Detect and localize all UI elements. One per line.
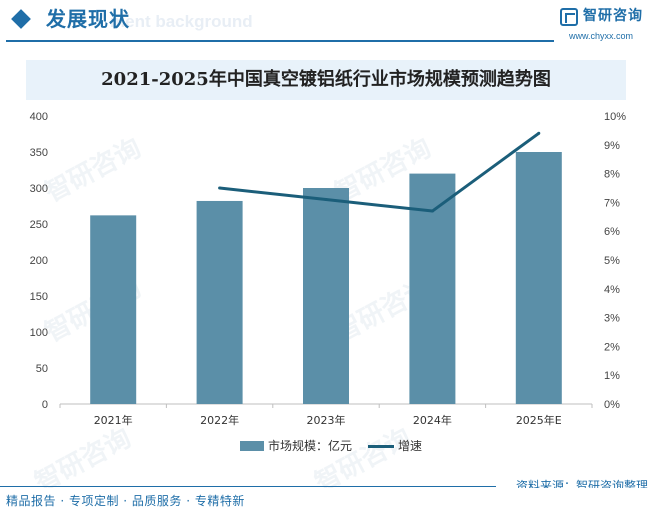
legend: 市场规模：亿元 增速 [0, 436, 658, 456]
legend-swatch-bar [240, 441, 264, 451]
chart-plot: 0 50 100 150 200 250 300 350 400 0% 1% 2% 3% 4% 5% 6% 7%… [30, 111, 627, 427]
growth-point [430, 209, 434, 213]
section-title: 发展现状 [46, 7, 130, 31]
x-tick-label: 2024年 [413, 413, 452, 427]
y2-tick-label: 1% [604, 370, 620, 382]
chart-title-band: 2021-2025年中国真空镀铝纸行业市场规模预测趋势图 [26, 60, 626, 100]
x-tick-label: 2022年 [200, 413, 239, 427]
y-tick-label: 0 [42, 399, 48, 411]
logo-icon [560, 8, 578, 26]
growth-point [324, 198, 328, 202]
y-tick-label: 350 [30, 147, 48, 159]
y-tick-label: 200 [30, 255, 48, 267]
y-tick-label: 250 [30, 219, 48, 231]
growth-line [219, 132, 540, 213]
y2-tick-label: 9% [604, 140, 620, 152]
growth-point [537, 131, 541, 135]
y-tick-label: 400 [30, 111, 48, 123]
bar [303, 188, 349, 404]
header-divider [6, 40, 554, 42]
bar [90, 215, 137, 404]
y2-tick-label: 3% [604, 313, 620, 325]
footer-tagline: 精品报告 · 专项定制 · 品质服务 · 专精特新 [6, 494, 245, 508]
section-watermark: ment background [110, 12, 253, 31]
legend-label-bar: 市场规模：亿元 [268, 439, 353, 453]
y-tick-label: 300 [30, 183, 48, 195]
footer-divider [0, 486, 496, 487]
x-tick-label: 2025年E [516, 413, 562, 427]
logo-url: www.chyxx.com [569, 31, 634, 41]
x-tick-label: 2023年 [307, 413, 346, 427]
growth-point [218, 186, 222, 190]
y-tick-label: 150 [30, 291, 48, 303]
y2-tick-label: 2% [604, 341, 620, 353]
y2-tick-label: 10% [604, 111, 626, 123]
chart-title: 2021-2025年中国真空镀铝纸行业市场规模预测趋势图 [101, 69, 551, 90]
y-tick-label: 100 [30, 327, 48, 339]
legend-swatch-line [368, 445, 394, 448]
y2-tick-label: 0% [604, 399, 620, 411]
y2-tick-label: 7% [604, 197, 620, 209]
logo-name: 智研咨询 [583, 8, 643, 24]
footer [0, 488, 658, 514]
y2-tick-label: 6% [604, 226, 620, 238]
x-tick-label: 2021年 [94, 413, 133, 427]
y2-tick-label: 8% [604, 169, 620, 181]
y2-tick-label: 4% [604, 284, 620, 296]
legend-label-line: 增速 [398, 439, 423, 453]
bar [196, 200, 243, 404]
diamond-icon [11, 9, 31, 29]
bar [515, 152, 562, 404]
section-header: ment background 发展现状 智研咨询 www.chyxx.com [0, 0, 658, 44]
y2-tick-label: 5% [604, 255, 620, 267]
y-tick-label: 50 [36, 363, 48, 375]
